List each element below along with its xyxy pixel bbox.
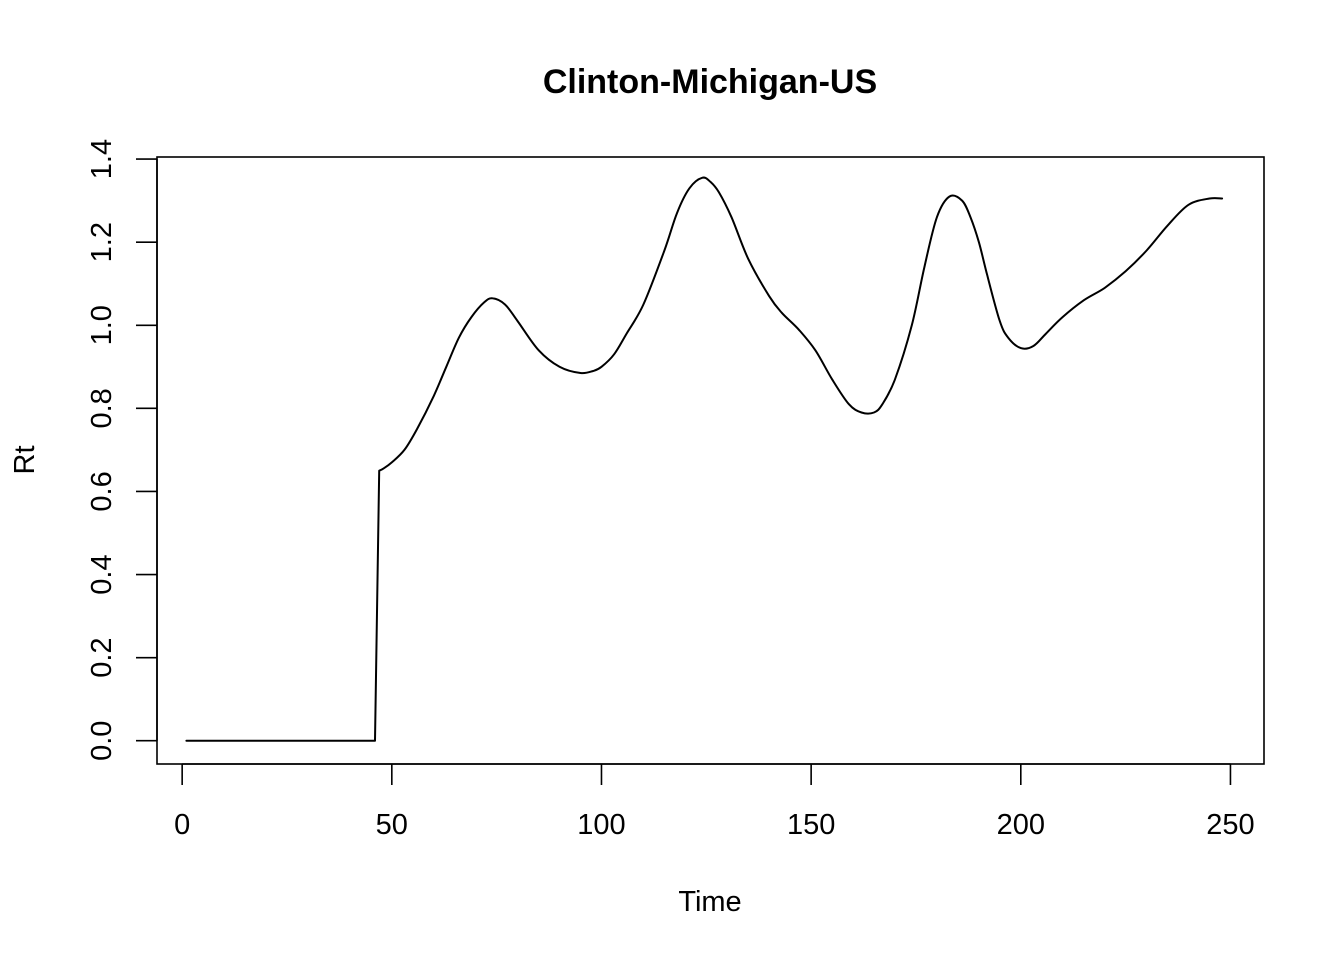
x-tick-label: 50 — [376, 809, 408, 841]
x-tick-label: 200 — [997, 809, 1045, 841]
plot-frame — [156, 156, 1265, 765]
chart-title: Clinton-Michigan-US — [543, 63, 877, 101]
y-tick-label: 1.2 — [86, 222, 118, 262]
series-group — [185, 176, 1224, 742]
y-axis-label: Rt — [9, 446, 41, 475]
x-tick-label: 250 — [1206, 809, 1254, 841]
x-axis: 0 50 100 150 200 250 — [174, 763, 1255, 841]
series-line-0 — [185, 176, 1224, 742]
x-tick-label: 100 — [577, 809, 625, 841]
y-tick-label: 0.0 — [86, 721, 118, 761]
y-tick-label: 0.4 — [86, 554, 118, 594]
y-axis: 0.0 0.2 0.4 0.6 0.8 1.0 1.2 1.4 — [86, 139, 158, 761]
y-tick-label: 1.0 — [86, 305, 118, 345]
y-tick-label: 0.8 — [86, 388, 118, 428]
x-axis-label: Time — [678, 886, 741, 918]
y-tick-label: 0.6 — [86, 471, 118, 511]
x-tick-label: 150 — [787, 809, 835, 841]
y-tick-label: 1.4 — [86, 139, 118, 179]
x-tick-label: 0 — [174, 809, 190, 841]
y-tick-label: 0.2 — [86, 637, 118, 677]
